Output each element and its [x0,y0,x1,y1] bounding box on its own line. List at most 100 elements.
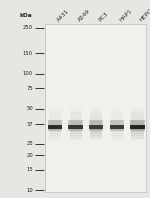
Bar [90,109,102,110]
Bar [111,112,123,113]
Bar [90,137,102,138]
Bar [90,122,102,123]
Bar [131,125,144,126]
Bar [69,110,82,111]
Text: kDa: kDa [19,13,32,18]
Bar [69,129,82,130]
Bar [131,133,144,134]
Bar [90,110,102,111]
Bar [111,129,123,130]
Bar [49,113,61,114]
Bar [111,132,123,133]
Bar [69,112,82,113]
Bar [131,128,144,129]
Bar [69,116,82,117]
Bar [49,135,61,136]
Bar [131,108,144,109]
Text: HEPG2: HEPG2 [139,5,150,23]
Text: PC3: PC3 [98,11,109,23]
Bar [90,133,102,134]
Bar [69,109,82,110]
Bar [131,114,144,115]
Bar [131,136,144,137]
Bar [111,121,123,122]
Bar [69,115,82,116]
Bar [69,128,82,129]
Bar [131,118,144,119]
Bar [49,118,61,119]
Bar [111,115,123,116]
Bar [131,127,144,128]
Bar [69,132,82,133]
Bar [131,110,144,111]
Bar [111,131,123,132]
Bar [110,120,124,131]
Bar [111,123,123,124]
Bar [131,119,144,120]
Bar [49,112,61,113]
Bar [49,124,61,125]
Bar [90,125,102,126]
Bar [131,114,144,115]
Bar [131,122,144,123]
Bar [111,130,123,131]
Text: HAP1: HAP1 [118,8,133,23]
Bar [90,113,102,114]
Bar [131,124,144,125]
Bar [49,133,61,134]
Bar [131,109,144,110]
Bar [49,123,61,124]
Bar [131,125,144,126]
Bar [69,137,82,138]
Bar [130,120,145,131]
Bar [111,118,123,119]
Bar [49,116,61,117]
Bar [49,127,61,128]
Bar [131,117,144,118]
Bar [49,125,61,126]
Bar [49,131,61,132]
Text: A431: A431 [57,9,71,23]
Bar [49,110,61,111]
Bar [111,135,123,136]
Bar [69,120,82,121]
Bar [111,110,123,111]
Bar [48,125,62,129]
Bar [49,122,61,123]
Bar [111,125,123,126]
Bar [111,135,123,136]
Bar [90,126,102,127]
Bar [131,137,144,138]
Text: 100: 100 [23,71,33,76]
Bar [69,127,82,128]
Bar [131,138,144,139]
Bar [111,136,123,137]
Bar [111,108,123,109]
Bar [111,114,123,115]
Bar [49,132,61,133]
Bar [49,115,61,116]
Bar [90,131,102,132]
Bar [111,127,123,128]
Bar [131,123,144,124]
Bar [49,133,61,134]
Bar [49,137,61,138]
Bar [90,127,102,128]
Bar [90,123,102,124]
Bar [131,137,144,138]
Bar [90,129,102,130]
Bar [90,114,102,115]
Bar [69,138,82,139]
Bar [131,120,144,121]
Bar [131,126,144,127]
Bar [90,124,102,125]
Bar [49,121,61,122]
Bar [111,106,123,107]
Bar [111,116,123,117]
Bar [131,121,144,122]
Bar [111,122,123,123]
Bar [68,125,83,129]
Bar [111,114,123,115]
Bar [89,125,103,129]
Bar [90,132,102,133]
